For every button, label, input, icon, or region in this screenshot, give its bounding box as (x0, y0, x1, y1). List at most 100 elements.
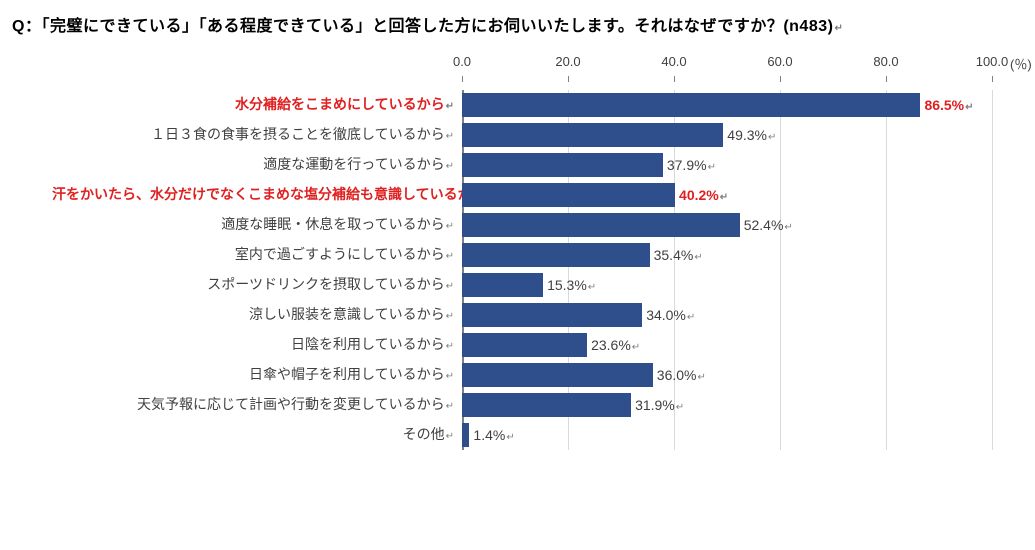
x-tick-label: 40.0 (661, 54, 686, 69)
bar-cell: 49.3%↵ (462, 123, 992, 147)
bar-row: 汗をかいたら、水分だけでなくこまめな塩分補給も意識しているから↵ 40.2%↵ (52, 180, 1015, 210)
value-label: 15.3%↵ (547, 277, 596, 293)
value-label: 37.9%↵ (667, 157, 716, 173)
bar-rows: 水分補給をこまめにしているから↵ 86.5%↵ １日３食の食事を摂ることを徹底してい… (52, 90, 1015, 450)
return-glyph: ↵ (694, 252, 702, 263)
category-label: 涼しい服装を意識しているから↵ (52, 307, 462, 322)
return-glyph: ↵ (446, 251, 454, 262)
bar-cell: 40.2%↵ (462, 183, 992, 207)
bar (462, 93, 920, 117)
return-glyph: ↵ (446, 311, 454, 322)
return-glyph: ↵ (632, 342, 640, 353)
bar-cell: 37.9%↵ (462, 153, 992, 177)
return-glyph: ↵ (720, 192, 728, 203)
bar-row: 天気予報に応じて計画や行動を変更しているから↵ 31.9%↵ (52, 390, 1015, 420)
category-label: 天気予報に応じて計画や行動を変更しているから↵ (52, 397, 462, 412)
bar-cell: 86.5%↵ (462, 93, 992, 117)
category-label: 水分補給をこまめにしているから↵ (52, 97, 462, 112)
value-label: 1.4%↵ (473, 427, 514, 443)
x-tick-mark (674, 76, 675, 82)
bar-row: 適度な睡眠・休息を取っているから↵ 52.4%↵ (52, 210, 1015, 240)
return-glyph: ↵ (708, 162, 716, 173)
return-glyph: ↵ (784, 222, 792, 233)
bar-row: 日陰を利用しているから↵ 23.6%↵ (52, 330, 1015, 360)
category-label: 室内で過ごすようにしているから↵ (52, 247, 462, 262)
return-glyph: ↵ (446, 131, 454, 142)
bar (462, 213, 740, 237)
bar (462, 363, 653, 387)
x-tick-mark (780, 76, 781, 82)
category-label: 適度な睡眠・休息を取っているから↵ (52, 217, 462, 232)
chart: 0.020.040.060.080.0100.0(％) 水分補給をこまめにしてい… (52, 54, 1015, 450)
bar (462, 423, 469, 447)
bar-cell: 36.0%↵ (462, 363, 992, 387)
return-glyph: ↵ (698, 372, 706, 383)
bar-row: 室内で過ごすようにしているから↵ 35.4%↵ (52, 240, 1015, 270)
bar (462, 153, 663, 177)
bar-row: 水分補給をこまめにしているから↵ 86.5%↵ (52, 90, 1015, 120)
bar-cell: 34.0%↵ (462, 303, 992, 327)
value-label: 34.0%↵ (646, 307, 695, 323)
return-glyph: ↵ (506, 432, 514, 443)
category-label: 適度な運動を行っているから↵ (52, 157, 462, 172)
bar (462, 183, 675, 207)
return-glyph: ↵ (446, 371, 454, 382)
value-label: 31.9%↵ (635, 397, 684, 413)
x-tick-label: 100.0 (976, 54, 1009, 69)
category-label: その他↵ (52, 427, 462, 442)
x-tick-label: 60.0 (767, 54, 792, 69)
title-prefix: Q： (12, 18, 41, 35)
bar (462, 303, 642, 327)
category-label: スポーツドリンクを摂取しているから↵ (52, 277, 462, 292)
return-glyph: ↵ (446, 101, 454, 112)
bar-row: スポーツドリンクを摂取しているから↵ 15.3%↵ (52, 270, 1015, 300)
bar-cell: 15.3%↵ (462, 273, 992, 297)
x-tick-mark (568, 76, 569, 82)
x-tick-label: 20.0 (555, 54, 580, 69)
category-label: １日３食の食事を摂ることを徹底しているから↵ (52, 127, 462, 142)
bar-cell: 31.9%↵ (462, 393, 992, 417)
bar-row: １日３食の食事を摂ることを徹底しているから↵ 49.3%↵ (52, 120, 1015, 150)
x-tick-mark (886, 76, 887, 82)
bar-row: 涼しい服装を意識しているから↵ 34.0%↵ (52, 300, 1015, 330)
title-body: 「完璧にできている」「ある程度できている」と回答した方にお伺いいたします。それは… (41, 18, 833, 35)
bar-cell: 1.4%↵ (462, 423, 992, 447)
value-label: 49.3%↵ (727, 127, 776, 143)
chart-title: Q：「完璧にできている」「ある程度できている」と回答した方にお伺いいたします。そ… (12, 12, 1015, 36)
return-glyph: ↵ (446, 221, 454, 232)
return-glyph: ↵ (446, 401, 454, 412)
value-label: 40.2%↵ (679, 187, 728, 203)
return-glyph: ↵ (588, 282, 596, 293)
x-tick-label: 80.0 (873, 54, 898, 69)
x-tick-mark (462, 76, 463, 82)
category-label: 日傘や帽子を利用しているから↵ (52, 367, 462, 382)
x-axis: 0.020.040.060.080.0100.0(％) (52, 54, 1015, 82)
return-glyph: ↵ (965, 102, 973, 113)
value-label: 35.4%↵ (654, 247, 703, 263)
return-glyph: ↵ (834, 23, 843, 34)
bar-cell: 52.4%↵ (462, 213, 992, 237)
category-label: 汗をかいたら、水分だけでなくこまめな塩分補給も意識しているから↵ (52, 187, 462, 202)
value-label: 52.4%↵ (744, 217, 793, 233)
bar (462, 123, 723, 147)
return-glyph: ↵ (446, 341, 454, 352)
return-glyph: ↵ (687, 312, 695, 323)
plot-area: 水分補給をこまめにしているから↵ 86.5%↵ １日３食の食事を摂ることを徹底してい… (52, 90, 1015, 450)
value-label: 36.0%↵ (657, 367, 706, 383)
value-label: 86.5%↵ (924, 97, 973, 113)
bar-cell: 23.6%↵ (462, 333, 992, 357)
bar-cell: 35.4%↵ (462, 243, 992, 267)
return-glyph: ↵ (446, 431, 454, 442)
category-label: 日陰を利用しているから↵ (52, 337, 462, 352)
bar (462, 243, 650, 267)
value-label: 23.6%↵ (591, 337, 640, 353)
return-glyph: ↵ (768, 132, 776, 143)
x-tick-label: 0.0 (453, 54, 471, 69)
return-glyph: ↵ (446, 161, 454, 172)
return-glyph: ↵ (446, 281, 454, 292)
bar (462, 273, 543, 297)
unit-label: (％) (1010, 54, 1032, 73)
return-glyph: ↵ (676, 402, 684, 413)
x-tick-mark (992, 76, 993, 82)
bar-row: 日傘や帽子を利用しているから↵ 36.0%↵ (52, 360, 1015, 390)
